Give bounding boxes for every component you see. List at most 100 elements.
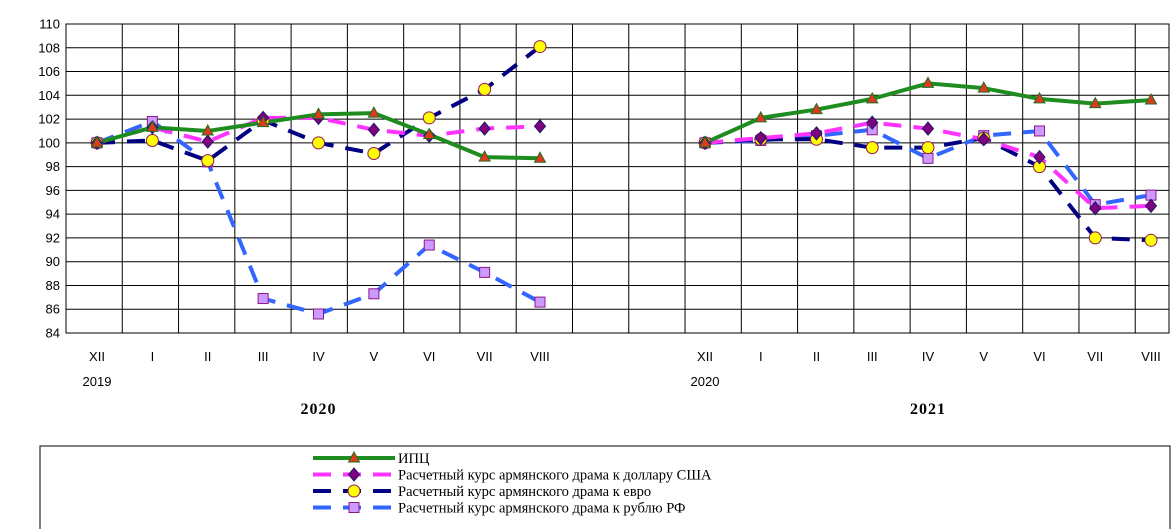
data-point (201, 134, 214, 149)
y-tick-label: 90 (46, 254, 60, 269)
x-tick-label: V (370, 349, 379, 364)
data-point (1144, 198, 1158, 214)
y-axis-tick-labels: 84 86 88 90 92 94 96 98 100 102 104 106 108 110 (38, 17, 60, 341)
data-point (201, 123, 215, 136)
data-point (367, 106, 381, 118)
data-point (922, 152, 934, 164)
y-tick-label: 94 (46, 207, 60, 222)
data-point (1144, 233, 1158, 247)
x-tick-label: III (867, 349, 878, 364)
legend-label: Расчетный курс армянского драма к евро (398, 484, 651, 500)
series-layer (90, 40, 1158, 320)
data-point (533, 118, 547, 134)
legend-label: Расчетный курс армянского драма к доллар… (398, 468, 712, 484)
legend-label: ИПЦ (398, 451, 430, 467)
y-tick-label: 102 (38, 112, 60, 127)
data-point (423, 239, 435, 251)
data-point (1089, 200, 1102, 216)
data-point (533, 40, 547, 54)
y-tick-label: 100 (38, 135, 60, 150)
data-point (1088, 231, 1102, 245)
x-tick-label: XII (89, 349, 105, 364)
data-point (479, 266, 491, 278)
x-tick-label: II (204, 349, 211, 364)
data-point (977, 132, 990, 147)
data-point (533, 151, 547, 163)
x-tick-label: VI (423, 349, 435, 364)
legend-box (39, 445, 1171, 529)
data-point (478, 150, 491, 162)
data-point (1034, 125, 1045, 137)
x-tick-label: I (151, 349, 155, 364)
data-point (313, 308, 324, 320)
data-point (312, 136, 325, 150)
data-point (368, 288, 380, 300)
data-point (534, 296, 546, 308)
legend-swatch-marker (347, 450, 361, 463)
legend-swatch-marker (348, 502, 360, 513)
data-point (866, 115, 879, 130)
data-point (754, 130, 767, 146)
plot-area-background (66, 24, 1169, 333)
data-point (921, 141, 935, 155)
data-point (977, 81, 991, 93)
y-tick-label: 108 (38, 40, 60, 55)
y-tick-label: 96 (46, 183, 60, 198)
y-tick-label: 98 (46, 159, 60, 174)
data-point (1033, 149, 1046, 165)
x-tick-label: XII (697, 349, 713, 364)
data-point (145, 133, 159, 147)
data-point (865, 141, 879, 155)
data-point (422, 111, 436, 125)
panel-title: 2021 (910, 401, 946, 418)
y-tick-label: 86 (46, 302, 60, 317)
data-point (146, 120, 159, 132)
panel-title: 2020 (301, 401, 337, 418)
data-point (478, 82, 492, 96)
data-point (1144, 93, 1158, 105)
x-tick-label: VII (1087, 349, 1103, 364)
y-tick-label: 88 (46, 278, 60, 293)
data-point (1088, 96, 1102, 109)
x-tick-label: I (759, 349, 763, 364)
x-tick-label: VIII (1141, 349, 1161, 364)
y-tick-label: 92 (46, 230, 60, 245)
data-point (312, 107, 325, 119)
data-point (201, 154, 215, 168)
y-tick-label: 106 (38, 64, 60, 79)
y-tick-label: 110 (39, 17, 60, 32)
x-tick-label: VII (477, 349, 493, 364)
data-point (367, 147, 381, 161)
data-point (698, 135, 712, 148)
data-point (921, 76, 935, 88)
data-point (256, 115, 270, 128)
legend-swatch-marker (347, 467, 361, 482)
x-tick-label: V (979, 349, 988, 364)
y-tick-label: 104 (38, 88, 60, 103)
data-point (810, 126, 823, 141)
data-point (865, 91, 879, 104)
data-point (367, 122, 381, 138)
x-tick-label: IV (312, 349, 325, 364)
plot-area-border (65, 23, 1170, 334)
data-point (478, 121, 491, 136)
y-tick-label: 84 (46, 326, 60, 341)
data-point (422, 127, 436, 140)
period-start-label: 2019 (83, 374, 112, 389)
legend-swatch-marker (347, 484, 361, 498)
data-point (257, 293, 269, 305)
data-point (90, 135, 104, 148)
x-tick-label: VIII (530, 349, 550, 364)
data-point (810, 102, 823, 115)
period-start-label: 2020 (691, 374, 720, 389)
data-point (1033, 91, 1046, 104)
x-tick-label: VI (1033, 349, 1045, 364)
legend-label: Расчетный курс армянского драма к рублю … (398, 501, 686, 517)
x-tick-label: III (258, 349, 269, 364)
data-point (754, 110, 768, 123)
x-tick-label: II (813, 349, 820, 364)
series-line (96, 115, 541, 145)
